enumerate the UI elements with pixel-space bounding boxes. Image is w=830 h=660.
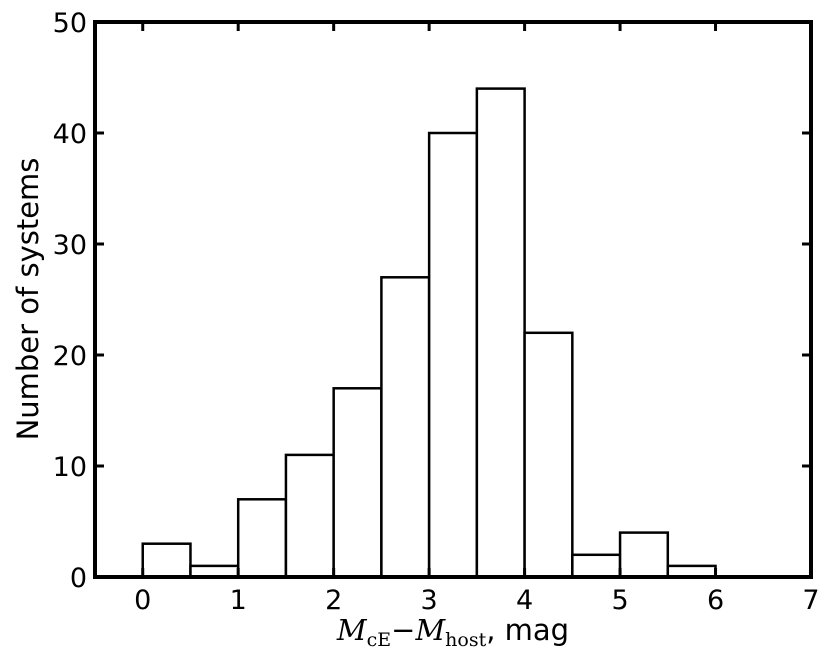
bar-3 bbox=[284, 453, 335, 579]
bar-10 bbox=[618, 531, 670, 579]
bar-2 bbox=[236, 498, 288, 579]
x-tick-label-5: 5 bbox=[611, 585, 628, 616]
x-tick-label-0: 0 bbox=[134, 585, 151, 616]
x-label-var1: M bbox=[336, 613, 368, 647]
bar-7 bbox=[475, 87, 526, 579]
y-tick-label-20: 20 bbox=[53, 341, 87, 372]
y-tick-label-40: 40 bbox=[53, 119, 87, 150]
y-tick-label-50: 50 bbox=[53, 8, 87, 39]
x-label-minus: − bbox=[391, 613, 415, 647]
x-tick-label-7: 7 bbox=[802, 585, 819, 616]
plot-frame bbox=[93, 20, 813, 579]
x-label-sub1: cE bbox=[367, 629, 392, 651]
x-label-var2: M bbox=[414, 613, 446, 647]
x-label-unit: , mag bbox=[486, 613, 569, 647]
y-tick-label-10: 10 bbox=[53, 452, 87, 483]
x-tick-label-2: 2 bbox=[325, 585, 342, 616]
bar-9 bbox=[571, 553, 622, 579]
x-tick-labels: 0 1 2 3 4 5 6 7 bbox=[134, 585, 819, 616]
x-tick-label-1: 1 bbox=[230, 585, 247, 616]
y-tick-labels: 0 10 20 30 40 50 bbox=[53, 8, 87, 594]
y-axis-label: Number of systems bbox=[11, 158, 45, 441]
x-tick-label-4: 4 bbox=[516, 585, 533, 616]
x-label-sub2: host bbox=[445, 629, 486, 651]
y-tick-label-0: 0 bbox=[70, 563, 87, 594]
bar-5 bbox=[380, 276, 431, 579]
y-tick-label-30: 30 bbox=[53, 230, 87, 261]
bar-4 bbox=[332, 387, 383, 579]
x-axis-label: McE−Mhost, mag bbox=[336, 613, 569, 651]
bars-group bbox=[141, 87, 717, 579]
bar-8 bbox=[523, 331, 574, 579]
bar-0 bbox=[141, 542, 192, 579]
x-tick-label-3: 3 bbox=[421, 585, 438, 616]
x-tick-label-6: 6 bbox=[707, 585, 724, 616]
bar-6 bbox=[427, 131, 479, 579]
